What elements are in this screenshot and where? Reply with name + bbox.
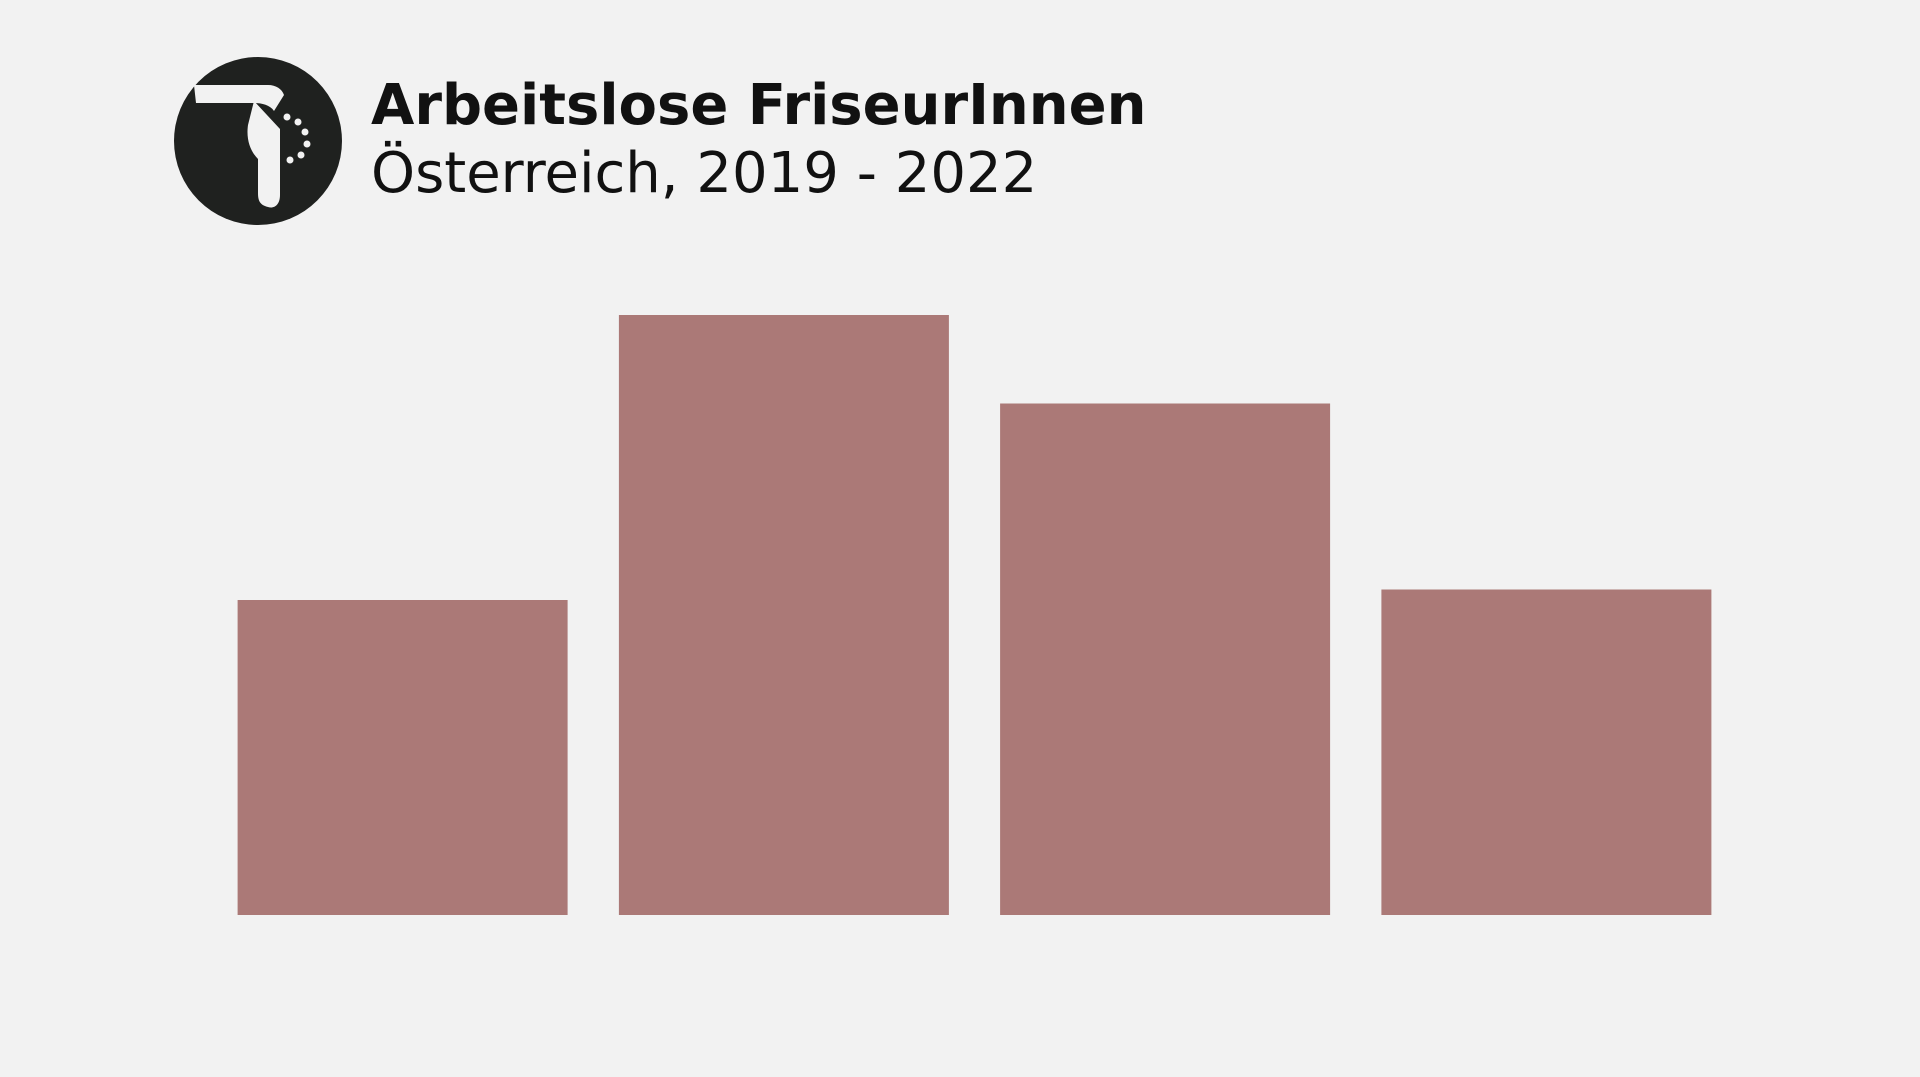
bar-2020 <box>618 315 949 915</box>
bar-2022 <box>1381 589 1712 915</box>
chart-title: Arbeitslose FriseurInnen <box>371 73 1147 138</box>
bar-2021 <box>1000 403 1331 915</box>
chart-subtitle: Österreich, 2019 - 2022 <box>371 141 1038 206</box>
hair-dryer-icon <box>174 57 342 225</box>
bar-2019 <box>237 600 568 915</box>
